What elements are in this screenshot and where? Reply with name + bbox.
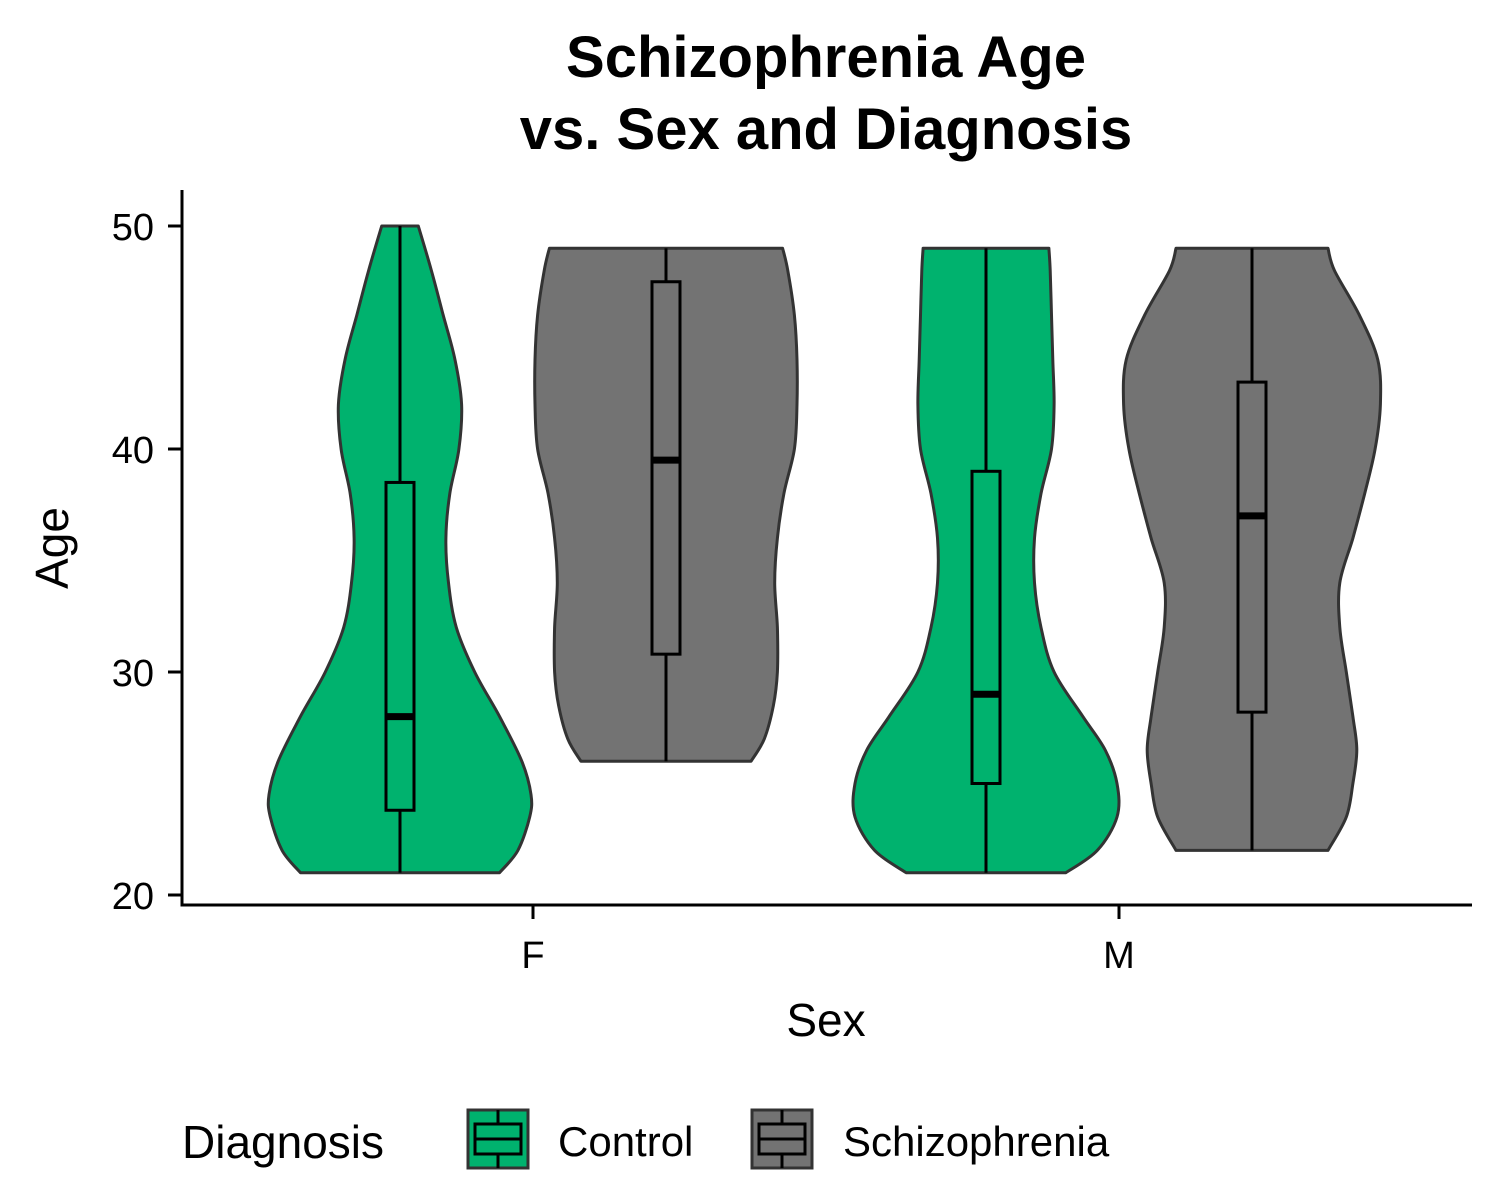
box-control-f — [384, 480, 416, 812]
legend-key-schizophrenia — [750, 1108, 814, 1170]
box-schizophrenia-f — [650, 280, 682, 656]
legend-label-control: Control — [558, 1118, 693, 1165]
y-tick-label-50: 50 — [112, 207, 154, 249]
box-control-m — [970, 469, 1002, 785]
legend-title: Diagnosis — [182, 1116, 384, 1168]
chart-title-line-2: vs. Sex and Diagnosis — [520, 97, 1132, 162]
y-tick-label-40: 40 — [112, 430, 154, 472]
legend-key-control — [466, 1108, 530, 1170]
y-tick-label-30: 30 — [112, 653, 154, 695]
chart-title-line-1: Schizophrenia Age — [566, 25, 1086, 90]
legend-label-schizophrenia: Schizophrenia — [843, 1118, 1110, 1165]
y-axis-title: Age — [26, 507, 78, 589]
legend: Diagnosis Control Schizophrenia — [182, 1108, 1110, 1170]
y-axis-ticks: 20 30 40 50 — [112, 207, 182, 918]
x-tick-label-f: F — [521, 935, 544, 977]
x-tick-label-m: M — [1103, 935, 1135, 977]
plot-area — [266, 224, 1383, 875]
y-tick-label-20: 20 — [112, 876, 154, 918]
box-schizophrenia-m — [1236, 380, 1268, 714]
x-axis-title: Sex — [786, 994, 865, 1046]
